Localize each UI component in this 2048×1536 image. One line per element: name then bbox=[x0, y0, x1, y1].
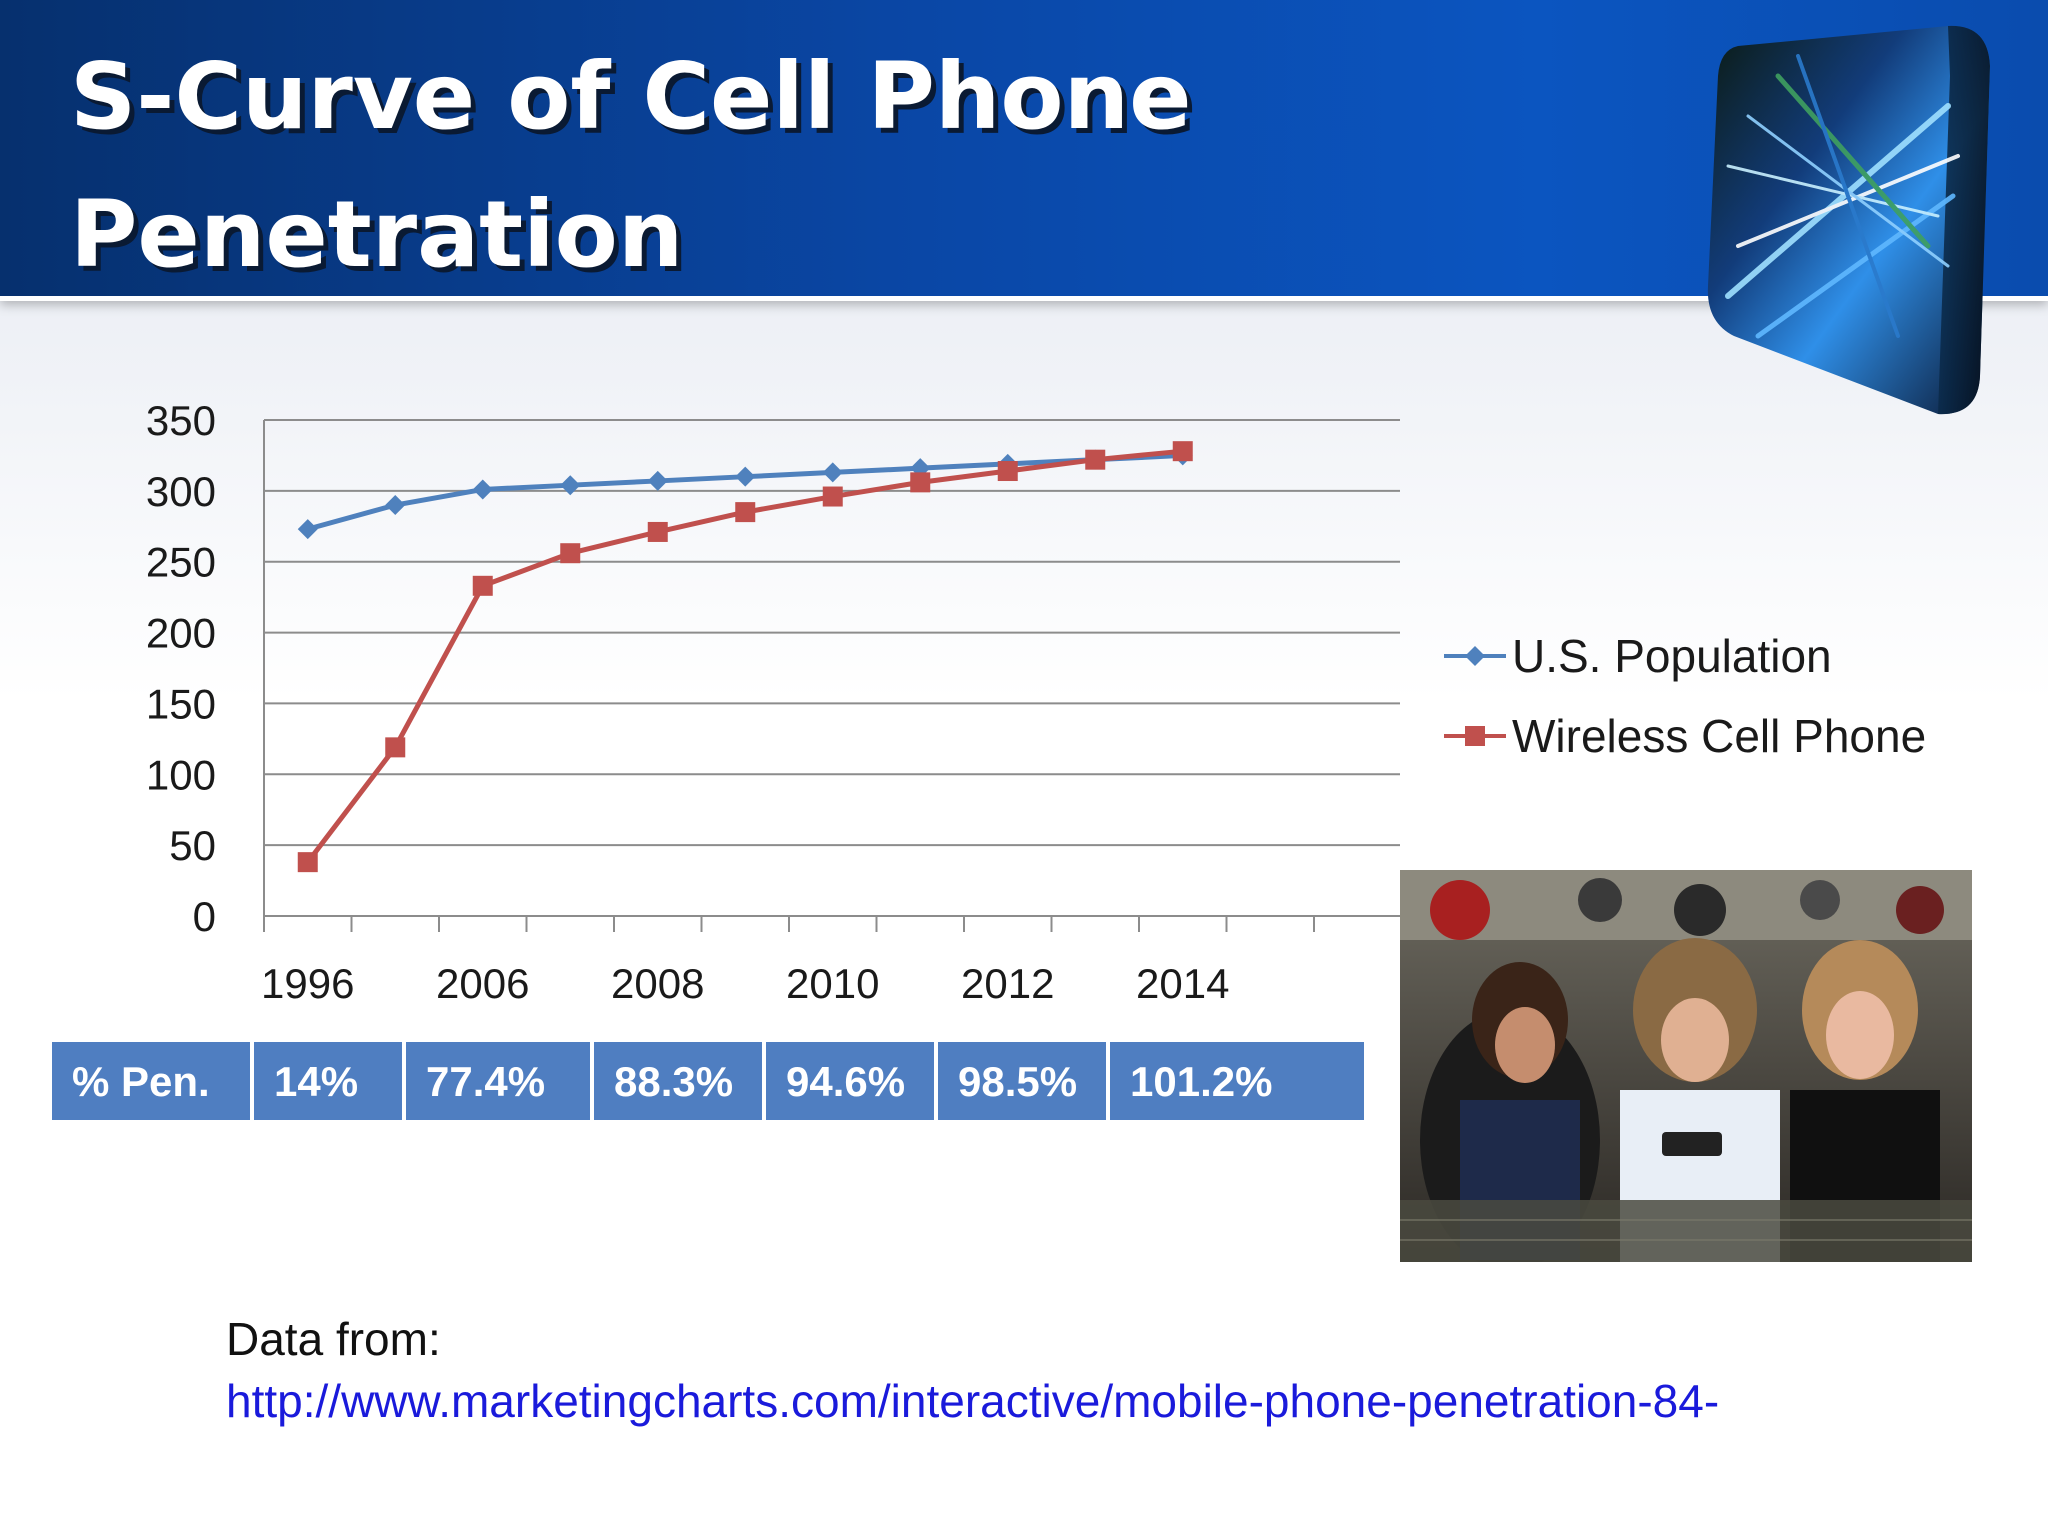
penetration-cell: 14% bbox=[254, 1042, 402, 1120]
series-line bbox=[305, 448, 1183, 864]
y-tick-label: 200 bbox=[146, 610, 216, 657]
people-texting-photo-icon bbox=[1400, 870, 1972, 1262]
penetration-table: % Pen. 14% 77.4% 88.3% 94.6% 98.5% 101.2… bbox=[52, 1042, 1364, 1120]
data-point-square bbox=[385, 737, 406, 758]
data-point-square bbox=[1085, 449, 1106, 470]
data-point-diamond bbox=[735, 466, 756, 487]
y-tick-label: 300 bbox=[146, 468, 216, 515]
y-axis-tick-labels: 0 50 100 150 200 250 300 350 bbox=[146, 397, 216, 940]
source-link[interactable]: http://www.marketingcharts.com/interacti… bbox=[226, 1375, 1720, 1427]
square-marker-icon bbox=[1444, 726, 1506, 746]
diamond-marker-icon bbox=[1444, 646, 1506, 666]
data-point-square bbox=[647, 521, 668, 542]
data-point-square bbox=[560, 543, 581, 564]
chart-axes bbox=[263, 420, 1400, 932]
series-line bbox=[307, 452, 1183, 532]
x-tick-label: 1996 bbox=[261, 960, 354, 1007]
data-point-diamond bbox=[560, 475, 581, 496]
data-point-square bbox=[822, 486, 843, 507]
data-point-diamond bbox=[385, 495, 406, 516]
slide-header: S-Curve of Cell Phone Penetration bbox=[0, 0, 2048, 301]
y-tick-label: 50 bbox=[169, 822, 216, 869]
legend-item-wireless-cell-phone: Wireless Cell Phone bbox=[1440, 710, 1960, 790]
x-axis-tick-labels: 1996 2006 2008 2010 2012 2014 bbox=[261, 960, 1229, 1007]
penetration-cell: 101.2% bbox=[1110, 1042, 1364, 1120]
y-tick-label: 150 bbox=[146, 680, 216, 727]
legend-label: Wireless Cell Phone bbox=[1512, 710, 1927, 762]
x-tick-label: 2006 bbox=[436, 960, 529, 1007]
y-tick-label: 250 bbox=[146, 539, 216, 586]
data-point-diamond bbox=[822, 462, 843, 483]
chart-gridlines bbox=[264, 419, 1400, 847]
chart-series bbox=[297, 441, 1193, 873]
light-streak-cube-icon bbox=[1707, 25, 1990, 415]
penetration-cell: 98.5% bbox=[938, 1042, 1106, 1120]
data-point-diamond bbox=[647, 470, 668, 491]
y-tick-label: 100 bbox=[146, 751, 216, 798]
x-tick-label: 2012 bbox=[961, 960, 1054, 1007]
penetration-cell-header: % Pen. bbox=[52, 1042, 250, 1120]
penetration-cell: 77.4% bbox=[406, 1042, 590, 1120]
source-label: Data from: bbox=[226, 1313, 441, 1365]
x-tick-label: 2014 bbox=[1136, 960, 1229, 1007]
legend-item-us-population: U.S. Population bbox=[1440, 630, 1960, 710]
slide-title: S-Curve of Cell Phone Penetration bbox=[70, 43, 1192, 288]
data-point-diamond bbox=[1172, 445, 1193, 466]
data-point-square bbox=[735, 502, 756, 523]
y-tick-label: 350 bbox=[146, 397, 216, 444]
data-point-square bbox=[910, 472, 931, 493]
data-point-square bbox=[997, 461, 1018, 482]
data-point-square bbox=[1172, 441, 1193, 462]
data-point-diamond bbox=[297, 519, 318, 540]
data-point-square bbox=[472, 575, 493, 596]
legend-label: U.S. Population bbox=[1512, 630, 1832, 682]
data-point-diamond bbox=[472, 479, 493, 500]
x-tick-label: 2010 bbox=[786, 960, 879, 1007]
data-point-diamond bbox=[910, 458, 931, 479]
series-wireless-cell-phone bbox=[297, 441, 1193, 873]
data-point-diamond bbox=[1085, 449, 1106, 470]
y-tick-label: 0 bbox=[193, 893, 216, 940]
data-point-square bbox=[297, 852, 318, 873]
series-us-population bbox=[297, 445, 1193, 540]
data-point-diamond bbox=[997, 453, 1018, 474]
x-tick-label: 2008 bbox=[611, 960, 704, 1007]
penetration-cell: 94.6% bbox=[766, 1042, 934, 1120]
penetration-cell: 88.3% bbox=[594, 1042, 762, 1120]
chart-legend: U.S. Population Wireless Cell Phone bbox=[1440, 630, 1960, 790]
